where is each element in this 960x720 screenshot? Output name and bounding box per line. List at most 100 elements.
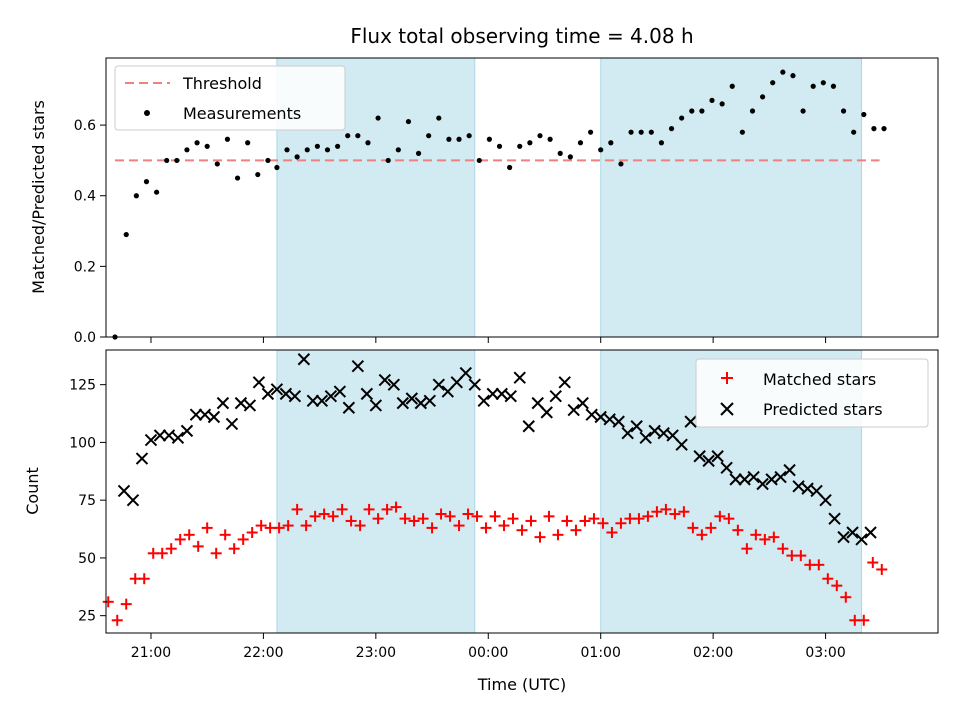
matched-star-point [579,515,591,527]
matched-star-point [534,531,546,543]
predicted-star-point [459,366,472,380]
bottom-y-axis-label: Count [23,467,42,515]
matched-star-point [381,503,393,515]
matched-star-point [606,527,618,539]
measurement-point [547,136,553,142]
measurement-point [426,133,432,139]
measurement-point [749,108,756,114]
measurement-point [314,143,320,149]
matched-star-point [507,513,519,525]
top-y-tick-label: 0.2 [74,259,96,275]
matched-star-point [858,614,870,626]
predicted-star-point [351,359,365,373]
predicted-star-point [864,526,877,539]
measurement-point [265,157,271,164]
matched-star-point [444,510,456,522]
predicted-star-point [297,353,311,366]
predicted-star-point [306,394,320,408]
bottom-y-tick-label: 100 [69,435,96,451]
matched-star-point [732,524,744,536]
predicted-star-point [468,378,481,391]
predicted-star-point [792,480,805,493]
predicted-star-point [738,473,751,486]
measurement-point [729,83,735,89]
measurement-point [204,143,210,149]
measurement-point [184,147,190,153]
matched-star-point [345,515,357,527]
matched-star-point [543,510,555,522]
top-y-tick-label: 0.4 [74,189,96,205]
legend-predicted-swatch [720,402,734,416]
bottom-y-tick-label: 50 [78,551,96,567]
matched-star-point [723,513,735,525]
matched-star-point [660,503,672,515]
measurement-point [770,80,776,86]
predicted-star-point [828,512,841,525]
matched-star-point [246,527,258,539]
matched-star-point [363,503,375,515]
measurement-point [284,147,290,153]
predicted-star-point [639,431,652,444]
matched-star-point [354,520,366,532]
matched-star-point [219,529,231,541]
matched-star-point [255,520,267,532]
matched-star-point [705,522,717,534]
measurement-point [587,129,594,135]
predicted-star-point [396,396,410,410]
matched-star-point [570,524,582,536]
measurement-point [577,140,584,146]
matched-star-point [174,533,186,545]
measurement-points [112,69,887,340]
predicted-star-point [693,450,706,463]
predicted-star-point [234,396,248,410]
matched-star-point [687,522,699,534]
predicted-star-point [855,533,868,546]
measurement-point [274,164,280,171]
measurement-point [689,108,695,114]
measurement-point [760,94,766,100]
predicted-star-point [675,438,688,451]
predicted-star-point [414,396,428,410]
measurement-point [820,80,826,86]
measurement-point [810,83,816,89]
top-legend: Threshold Measurements [114,65,346,131]
measurement-point [496,143,503,149]
matched-stars-points [102,501,888,626]
predicted-star-point [252,376,266,389]
matched-star-point [462,508,474,520]
predicted-star-point [711,450,724,463]
x-axis-label: Time (UTC) [477,675,566,694]
measurement-point [598,147,604,153]
matched-star-point [516,524,528,536]
top-y-axis-label: Matched/Predicted stars [29,100,48,294]
measurement-point [365,140,371,146]
predicted-star-point [837,530,850,544]
matched-star-point [120,598,132,610]
measurement-point [375,115,381,121]
matched-star-point [588,513,600,525]
measurement-point [446,136,452,142]
predicted-star-point [702,454,715,468]
measurement-point [133,193,139,199]
matched-star-point [615,517,627,529]
measurement-point [861,111,867,118]
predicted-star-point [405,392,419,405]
predicted-star-point [513,371,526,384]
matched-star-point [714,510,726,522]
predicted-star-point [801,482,814,495]
x-tick-label: 00:00 [468,645,508,661]
measurement-point [638,129,644,135]
predicted-star-point [585,408,598,421]
matched-star-point [525,515,537,527]
predicted-star-point [657,426,670,440]
predicted-star-point [288,389,302,403]
matched-star-point [372,513,384,525]
measurement-point [679,115,685,121]
predicted-star-point [684,415,697,428]
x-tick-label: 02:00 [693,645,733,661]
matched-star-point [867,557,879,569]
measurement-point [739,129,745,135]
predicted-star-point [594,410,607,424]
measurement-point [608,140,614,146]
measurement-point [790,73,796,79]
